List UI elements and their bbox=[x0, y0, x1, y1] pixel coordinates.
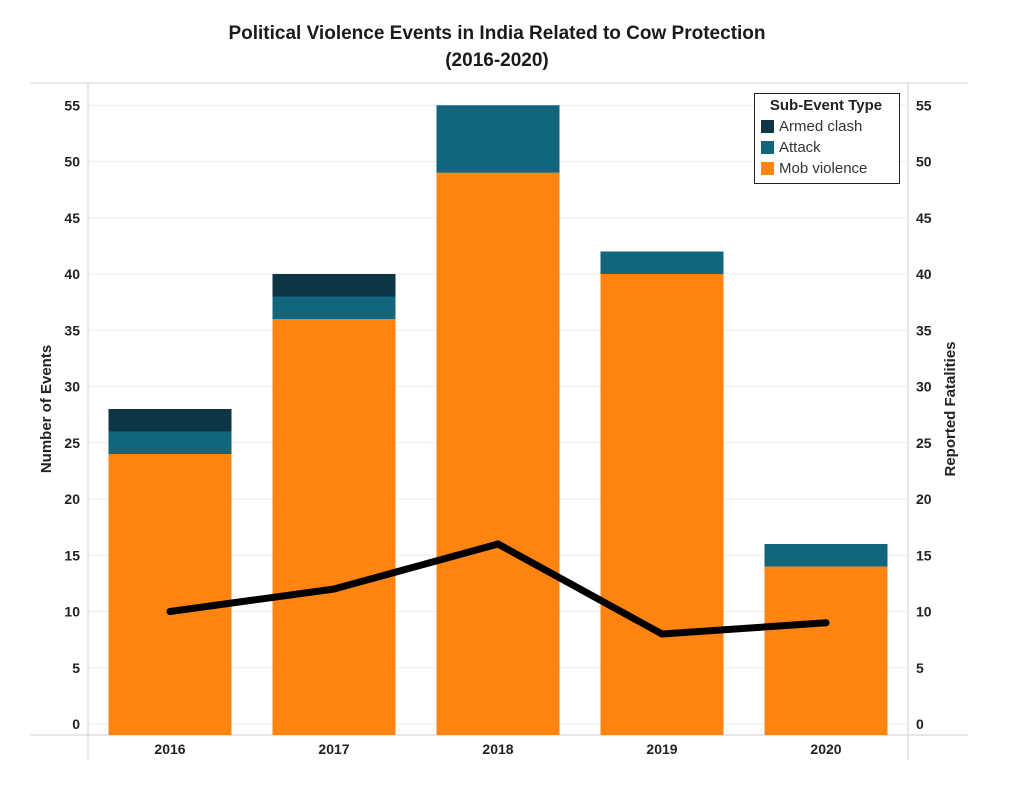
y-tick-label-30: 30 bbox=[64, 379, 80, 395]
y-tick-label-5: 5 bbox=[72, 660, 80, 676]
y2-tick-label-30: 30 bbox=[916, 379, 932, 395]
y2-tick-label-55: 55 bbox=[916, 97, 932, 113]
y2-tick-label-25: 25 bbox=[916, 435, 932, 451]
y-tick-label-40: 40 bbox=[64, 266, 80, 282]
bar-mob-violence-2016 bbox=[108, 454, 232, 735]
bar-attack-2018 bbox=[436, 105, 560, 173]
y-tick-label-15: 15 bbox=[64, 547, 80, 563]
legend-item-armed-clash: Armed clash bbox=[761, 116, 891, 137]
chart-title: Political Violence Events in India Relat… bbox=[228, 23, 766, 44]
legend-label-mob-violence: Mob violence bbox=[779, 160, 868, 177]
legend-swatch-mob-violence bbox=[761, 162, 774, 175]
y2-tick-label-45: 45 bbox=[916, 210, 932, 226]
y-tick-label-55: 55 bbox=[64, 97, 80, 113]
bar-mob-violence-2018 bbox=[436, 172, 560, 735]
y2-tick-label-10: 10 bbox=[916, 604, 932, 620]
x-tick-label-2017: 2017 bbox=[318, 741, 349, 757]
legend: Sub-Event Type Armed clash Attack Mob vi… bbox=[754, 93, 900, 184]
fatalities-point-2020 bbox=[822, 619, 830, 627]
chart-title-block: Political Violence Events in India Relat… bbox=[0, 20, 994, 74]
bar-attack-2016 bbox=[108, 431, 232, 454]
legend-item-attack: Attack bbox=[761, 137, 891, 158]
fatalities-point-2016 bbox=[166, 608, 174, 615]
y-tick-label-10: 10 bbox=[64, 604, 80, 620]
fatalities-point-2019 bbox=[658, 630, 666, 638]
bar-armed-clash-2017 bbox=[272, 274, 396, 297]
y-tick-label-50: 50 bbox=[64, 154, 80, 170]
bar-mob-violence-2017 bbox=[272, 319, 396, 735]
y-tick-label-0: 0 bbox=[72, 716, 80, 732]
y2-tick-label-50: 50 bbox=[916, 154, 932, 170]
bar-mob-violence-2019 bbox=[600, 274, 724, 735]
y2-tick-label-0: 0 bbox=[916, 716, 924, 732]
y-axis-title: Number of Events bbox=[38, 345, 55, 473]
y2-tick-label-5: 5 bbox=[916, 660, 924, 676]
legend-label-armed-clash: Armed clash bbox=[779, 118, 863, 135]
y-tick-label-20: 20 bbox=[64, 491, 80, 507]
bar-mob-violence-2020 bbox=[764, 566, 888, 735]
legend-swatch-armed-clash bbox=[761, 120, 774, 133]
legend-label-attack: Attack bbox=[779, 139, 821, 156]
y-tick-label-35: 35 bbox=[64, 322, 80, 338]
fatalities-point-2017 bbox=[330, 585, 338, 593]
x-tick-label-2020: 2020 bbox=[810, 741, 841, 757]
y2-tick-label-40: 40 bbox=[916, 266, 932, 282]
y2-tick-label-35: 35 bbox=[916, 322, 932, 338]
y-tick-label-25: 25 bbox=[64, 435, 80, 451]
bar-armed-clash-2016 bbox=[108, 409, 232, 432]
legend-item-mob-violence: Mob violence bbox=[761, 158, 891, 179]
x-tick-label-2019: 2019 bbox=[646, 741, 677, 757]
x-tick-label-2016: 2016 bbox=[154, 741, 185, 757]
y2-tick-label-15: 15 bbox=[916, 547, 932, 563]
bar-attack-2017 bbox=[272, 296, 396, 319]
x-tick-label-2018: 2018 bbox=[482, 741, 513, 757]
y2-tick-label-20: 20 bbox=[916, 491, 932, 507]
fatalities-point-2018 bbox=[494, 540, 502, 548]
y-tick-label-45: 45 bbox=[64, 210, 80, 226]
legend-title: Sub-Event Type bbox=[769, 97, 883, 114]
bar-attack-2019 bbox=[600, 251, 724, 274]
bar-attack-2020 bbox=[764, 544, 888, 567]
y2-axis-title: Reported Fatalities bbox=[942, 341, 959, 476]
legend-swatch-attack bbox=[761, 141, 774, 154]
chart-subtitle: (2016-2020) bbox=[445, 50, 549, 71]
